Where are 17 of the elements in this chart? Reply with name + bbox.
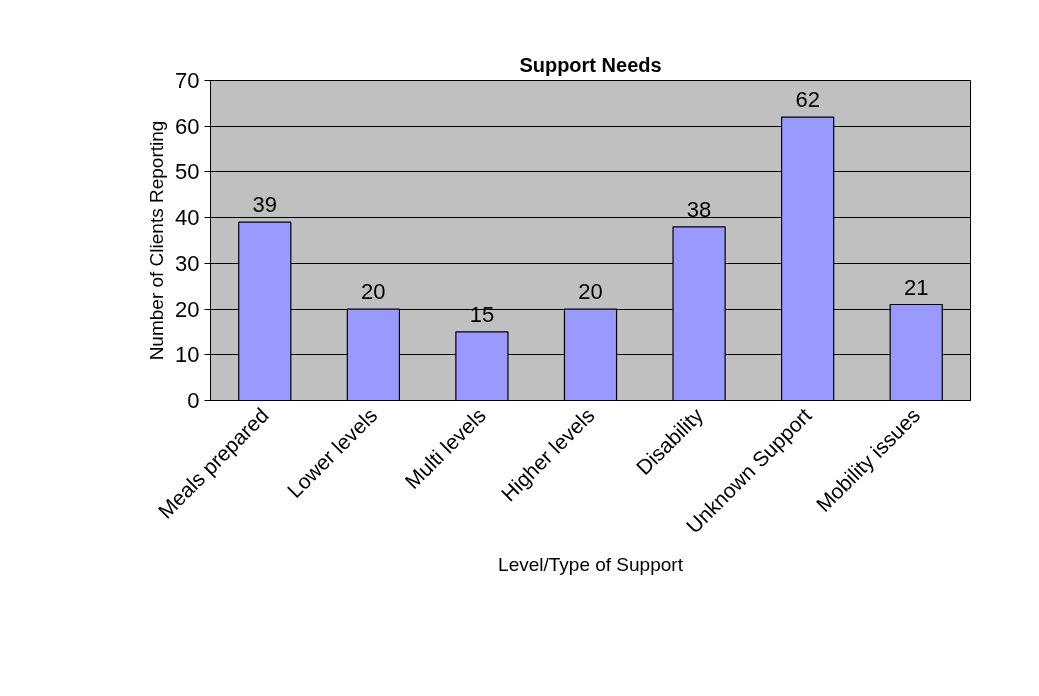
data-label: 20: [578, 279, 603, 305]
y-tick-label: 0: [187, 388, 200, 413]
y-tick-label: 30: [175, 250, 200, 276]
data-label: 38: [686, 196, 712, 222]
y-axis-title: Number of Clients Reporting: [146, 120, 168, 361]
y-tick-label: 20: [175, 296, 200, 322]
data-label: 20: [361, 279, 386, 305]
y-tick-label: 50: [175, 159, 200, 185]
data-label: 21: [903, 274, 929, 300]
y-tick-label: 40: [175, 205, 200, 231]
y-tick-label: 70: [175, 68, 200, 93]
data-label: 62: [795, 87, 820, 113]
data-label: 39: [252, 192, 278, 218]
y-tick-label: 60: [175, 113, 200, 139]
chart-title: Support Needs: [519, 53, 662, 76]
x-axis-title: Level/Type of Support: [498, 553, 684, 575]
y-tick-label: 10: [175, 342, 200, 368]
